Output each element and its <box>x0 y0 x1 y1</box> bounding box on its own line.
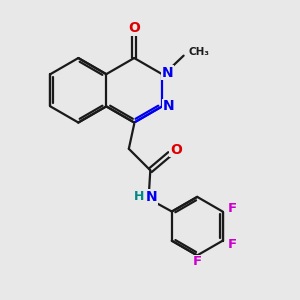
Text: N: N <box>146 190 158 204</box>
Text: H: H <box>134 190 145 203</box>
Text: F: F <box>227 238 236 250</box>
Text: O: O <box>170 143 182 157</box>
Text: F: F <box>193 256 202 268</box>
Text: N: N <box>162 66 173 80</box>
Text: F: F <box>227 202 236 215</box>
Text: N: N <box>163 99 175 113</box>
Text: CH₃: CH₃ <box>188 47 209 57</box>
Text: O: O <box>128 21 140 35</box>
